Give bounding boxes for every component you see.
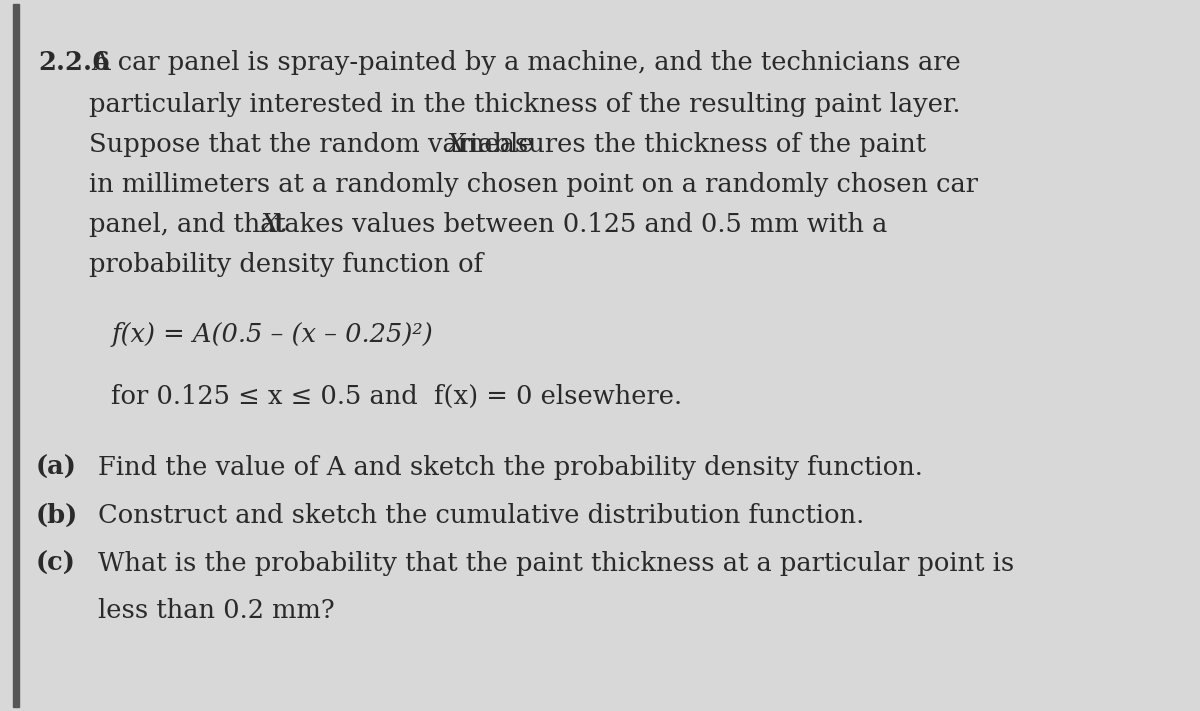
Text: (a): (a) [36, 455, 77, 480]
Text: Find the value of A and sketch the probability density function.: Find the value of A and sketch the proba… [98, 455, 923, 480]
Text: takes values between 0.125 and 0.5 mm with a: takes values between 0.125 and 0.5 mm wi… [274, 212, 887, 237]
Text: measures the thickness of the paint: measures the thickness of the paint [460, 132, 926, 157]
Text: less than 0.2 mm?: less than 0.2 mm? [98, 598, 335, 623]
Text: panel, and that: panel, and that [89, 212, 294, 237]
Text: f(x) = A(0.5 – (x – 0.25)²): f(x) = A(0.5 – (x – 0.25)²) [112, 323, 433, 348]
Text: (b): (b) [36, 503, 78, 528]
Text: X: X [260, 212, 278, 237]
Text: in millimeters at a randomly chosen point on a randomly chosen car: in millimeters at a randomly chosen poin… [89, 172, 978, 197]
Text: X: X [446, 132, 464, 157]
Text: What is the probability that the paint thickness at a particular point is: What is the probability that the paint t… [98, 551, 1014, 576]
Text: A car panel is spray-painted by a machine, and the technicians are: A car panel is spray-painted by a machin… [91, 50, 961, 75]
Bar [13, 4, 19, 707]
Text: (c): (c) [36, 551, 76, 576]
Text: particularly interested in the thickness of the resulting paint layer.: particularly interested in the thickness… [89, 92, 960, 117]
Text: 2.2.6: 2.2.6 [38, 50, 110, 75]
Text: for 0.125 ≤ x ≤ 0.5 and  f(x) = 0 elsewhere.: for 0.125 ≤ x ≤ 0.5 and f(x) = 0 elsewhe… [112, 384, 683, 409]
Text: Suppose that the random variable: Suppose that the random variable [89, 132, 541, 157]
Text: Construct and sketch the cumulative distribution function.: Construct and sketch the cumulative dist… [98, 503, 864, 528]
Text: probability density function of: probability density function of [89, 252, 482, 277]
